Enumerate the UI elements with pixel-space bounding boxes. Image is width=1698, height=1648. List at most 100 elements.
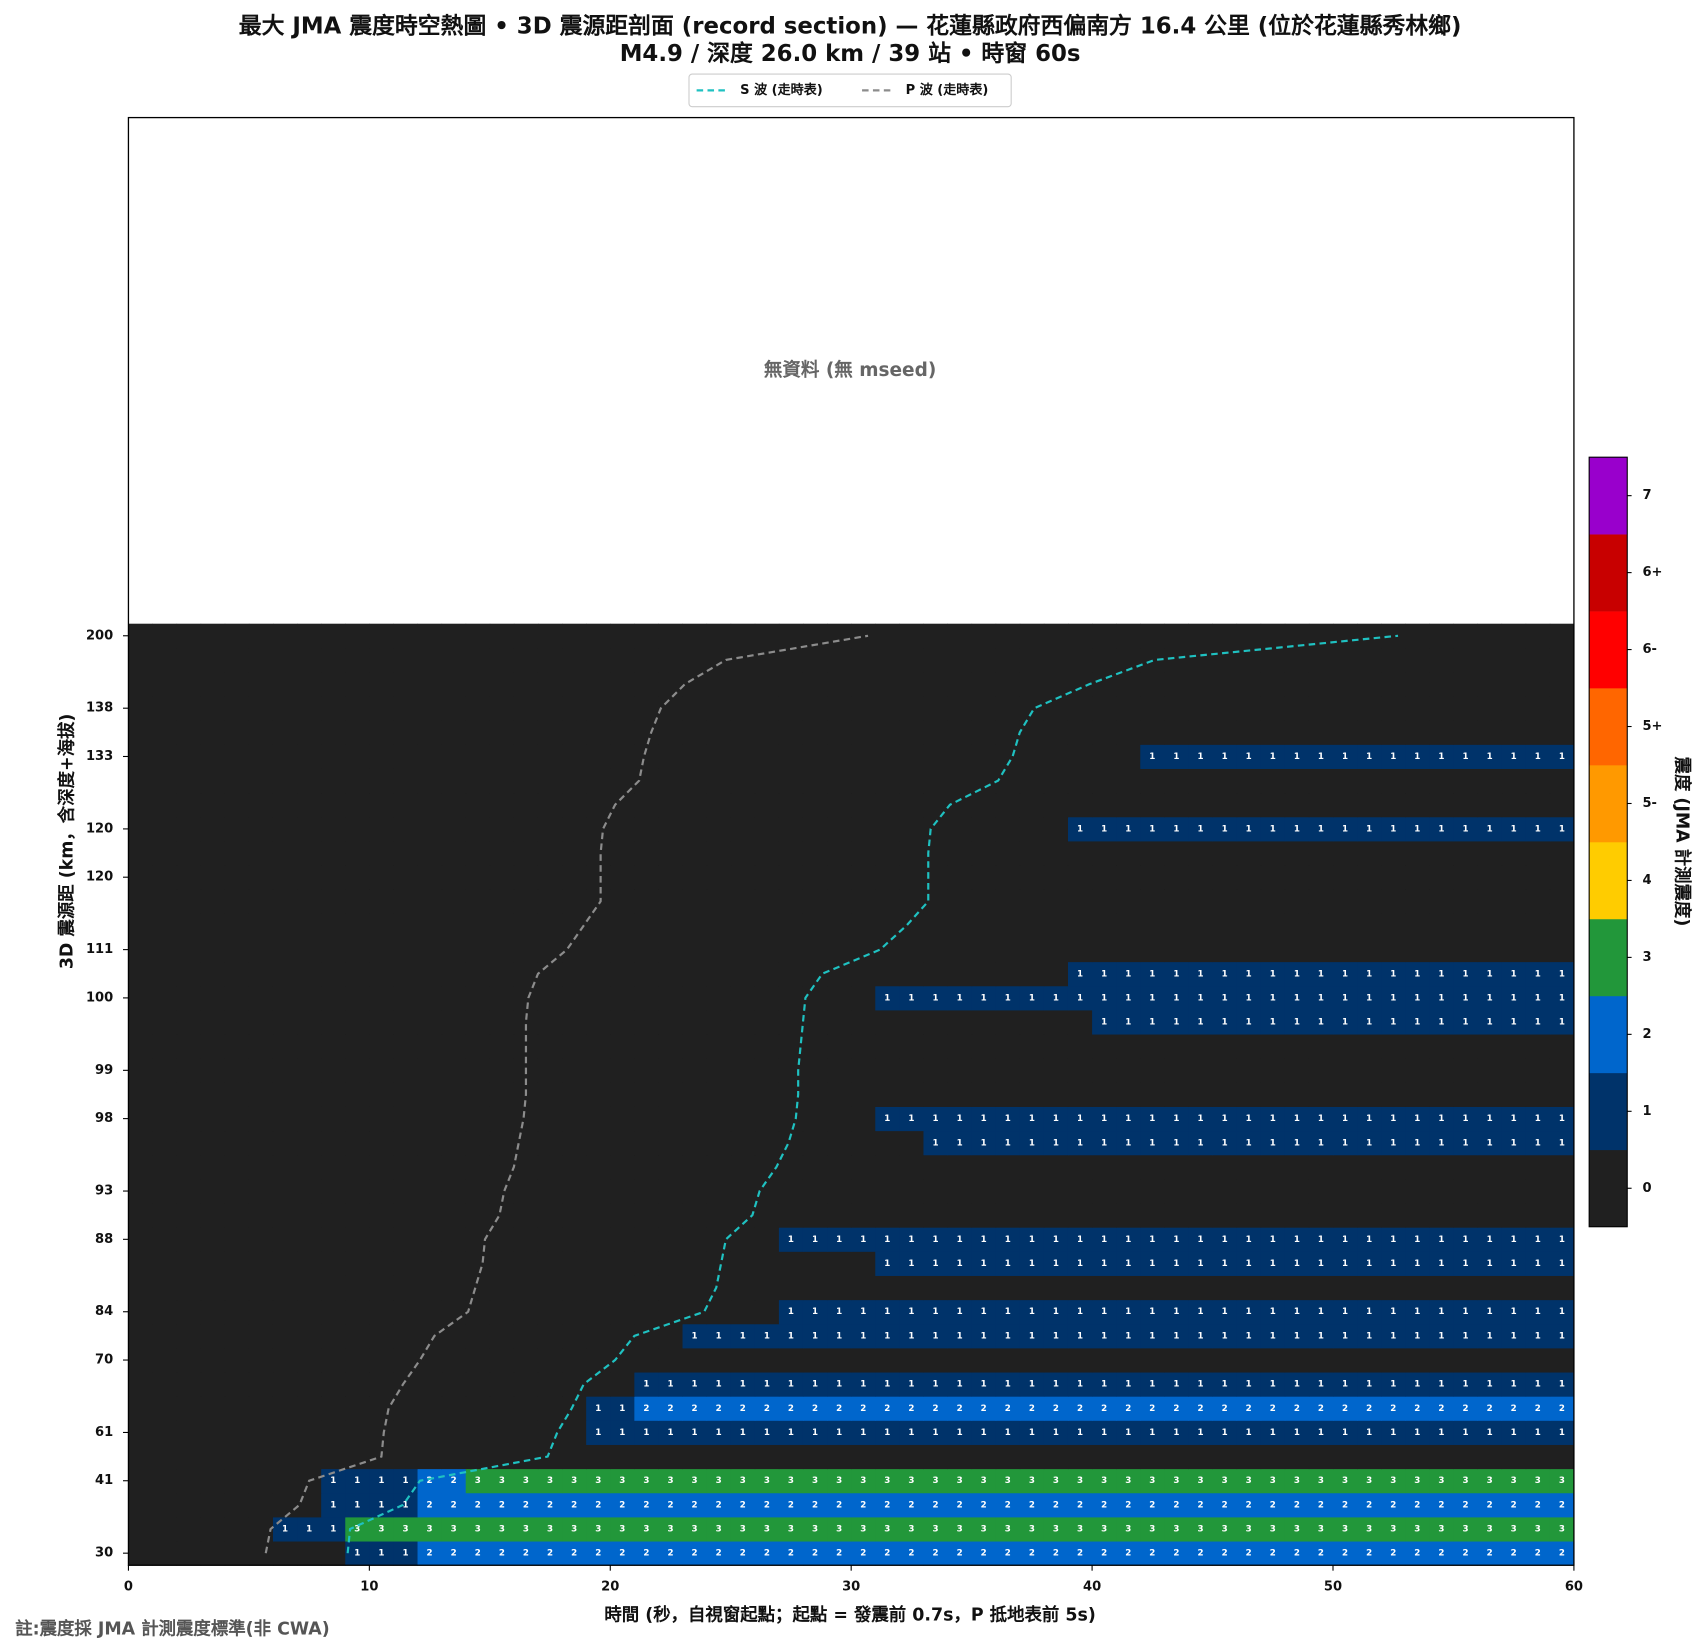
heatmap-cell: [1501, 1396, 1527, 1421]
heatmap-cell: [875, 1516, 900, 1542]
heatmap-cell: [899, 1299, 924, 1325]
heatmap-cell: [1067, 623, 1093, 649]
heatmap-cell: [947, 1203, 973, 1228]
heatmap-cell: [489, 768, 515, 794]
cell-label: 1: [1270, 1138, 1276, 1148]
cell-label: 1: [330, 1500, 336, 1510]
heatmap-cell: [1501, 768, 1527, 794]
heatmap-cell: [176, 1203, 202, 1228]
heatmap-cell: [1092, 840, 1117, 866]
heatmap-cell: [875, 889, 900, 914]
heatmap-cell: [851, 1106, 876, 1132]
heatmap-cell: [176, 1178, 202, 1204]
heatmap-cell: [297, 768, 322, 794]
cell-label: 1: [1342, 1018, 1348, 1028]
heatmap-cell: [369, 937, 394, 963]
y-tick-label: 70: [95, 1353, 113, 1368]
heatmap-cell: [562, 1106, 587, 1132]
heatmap-cell: [417, 816, 443, 842]
heatmap-cell: [658, 1468, 683, 1494]
heatmap-cell: [923, 671, 948, 697]
heatmap-cell: [1164, 889, 1189, 914]
heatmap-cell: [1019, 1130, 1045, 1156]
cell-label: 2: [884, 1549, 890, 1559]
cell-label: 2: [884, 1404, 890, 1414]
heatmap-cell: [1116, 720, 1141, 745]
heatmap-cell: [1043, 792, 1069, 818]
cell-label: 1: [1197, 752, 1203, 762]
heatmap-cell: [200, 1251, 226, 1276]
heatmap-cell: [537, 647, 563, 673]
heatmap-cell: [1140, 1178, 1165, 1204]
heatmap-cell: [802, 744, 828, 769]
cell-label: 3: [475, 1476, 481, 1486]
cell-label: 1: [1197, 824, 1203, 834]
y-tick-label: 98: [95, 1111, 113, 1126]
heatmap-cell: [1333, 1203, 1358, 1228]
heatmap-cell: [1453, 1396, 1478, 1421]
heatmap-cell: [634, 792, 659, 818]
heatmap-cell: [658, 1130, 683, 1156]
heatmap-cell: [995, 1251, 1021, 1276]
heatmap-cell: [1525, 1130, 1551, 1156]
heatmap-cell: [297, 792, 322, 818]
heatmap-cell: [586, 1275, 611, 1301]
cell-label: 1: [1318, 969, 1324, 979]
heatmap-cell: [417, 1420, 443, 1445]
heatmap-cell: [489, 1372, 515, 1397]
cell-label: 2: [475, 1500, 481, 1510]
heatmap-cell: [1019, 1468, 1045, 1494]
heatmap-cell: [778, 865, 804, 890]
heatmap-cell: [1308, 1058, 1334, 1083]
heatmap-cell: [1140, 1275, 1165, 1301]
colorbar-tick-label: 2: [1642, 1027, 1651, 1042]
cell-label: 1: [836, 1307, 842, 1317]
heatmap-cell: [1260, 1275, 1286, 1301]
heatmap-cell: [1067, 1009, 1093, 1035]
cell-label: 2: [1077, 1404, 1083, 1414]
heatmap-cell: [248, 1347, 274, 1373]
heatmap-cell: [465, 696, 491, 721]
heatmap-cell: [1357, 1492, 1382, 1518]
heatmap-cell: [537, 720, 563, 745]
heatmap-cell: [1308, 1034, 1334, 1059]
cell-label: 1: [1197, 1018, 1203, 1028]
heatmap-cell: [393, 647, 418, 673]
heatmap-cell: [176, 744, 202, 769]
heatmap-cell: [634, 1516, 659, 1542]
heatmap-cell: [297, 1323, 322, 1349]
heatmap-cell: [1453, 1323, 1478, 1349]
heatmap-cell: [1357, 913, 1382, 938]
heatmap-cell: [778, 671, 804, 697]
heatmap-cell: [441, 1323, 467, 1349]
cell-label: 2: [643, 1404, 649, 1414]
heatmap-cell: [1284, 1130, 1310, 1156]
cell-label: 1: [1438, 824, 1444, 834]
cell-label: 2: [499, 1549, 505, 1559]
heatmap-cell: [369, 840, 394, 866]
cell-label: 1: [1222, 1307, 1228, 1317]
cell-label: 3: [908, 1525, 914, 1535]
cell-label: 1: [1101, 824, 1107, 834]
heatmap-cell: [152, 623, 178, 649]
heatmap-cell: [610, 1299, 635, 1325]
heatmap-cell: [1284, 647, 1310, 673]
heatmap-cell: [778, 816, 804, 842]
heatmap-cell: [1429, 1323, 1454, 1349]
cell-label: 2: [812, 1549, 818, 1559]
heatmap-cell: [706, 937, 732, 963]
heatmap-cell: [1284, 1492, 1310, 1518]
heatmap-cell: [345, 1323, 370, 1349]
cell-label: 1: [932, 1380, 938, 1390]
heatmap-cell: [1453, 937, 1478, 963]
heatmap-cell: [1429, 1275, 1454, 1301]
heatmap-cell: [1381, 1468, 1406, 1494]
cell-label: 2: [1053, 1549, 1059, 1559]
heatmap-cell: [827, 1516, 852, 1542]
cell-label: 2: [499, 1500, 505, 1510]
heatmap-cell: [899, 1420, 924, 1445]
cell-label: 1: [1222, 1018, 1228, 1028]
heatmap-cell: [345, 961, 370, 987]
heatmap-cell: [272, 744, 298, 769]
heatmap-cell: [224, 1444, 250, 1470]
